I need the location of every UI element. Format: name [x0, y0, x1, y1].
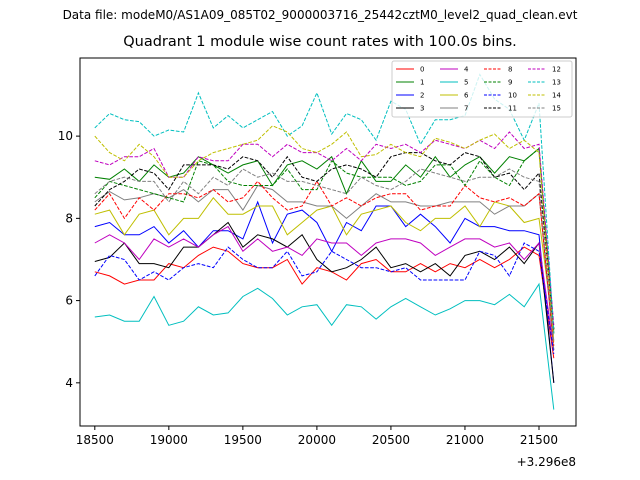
series-line-1 — [94, 147, 555, 334]
series-line-6 — [94, 197, 555, 334]
legend-label-11: 11 — [508, 105, 517, 113]
series-line-14 — [94, 125, 555, 342]
chart-title: Quadrant 1 module wise count rates with … — [123, 34, 517, 50]
x-tick-label: 18500 — [76, 433, 114, 447]
legend-label-0: 0 — [420, 66, 424, 74]
series-line-13 — [94, 73, 555, 334]
y-tick-label: 4 — [65, 376, 73, 390]
legend-label-15: 15 — [552, 105, 561, 113]
legend-label-10: 10 — [508, 92, 517, 100]
legend-label-5: 5 — [464, 79, 468, 87]
y-axis: 4 6 8 10 — [58, 129, 80, 390]
legend-box — [391, 60, 573, 118]
series-line-5 — [94, 282, 555, 410]
series-line-7 — [94, 184, 555, 350]
x-tick-label: 20500 — [372, 433, 410, 447]
axes-frame — [79, 57, 577, 427]
legend-label-14: 14 — [552, 92, 561, 100]
series-line-11 — [94, 152, 555, 330]
legend-label-9: 9 — [508, 79, 512, 87]
legend-label-13: 13 — [552, 79, 561, 87]
series-line-9 — [94, 147, 555, 330]
legend-label-1: 1 — [420, 79, 424, 87]
y-tick-label: 8 — [65, 211, 73, 225]
x-axis: 18500 19000 19500 20000 20500 21000 21500 — [76, 426, 558, 447]
series-line-2 — [94, 200, 555, 383]
x-tick-label: 21000 — [446, 433, 484, 447]
series-line-12 — [94, 131, 555, 326]
legend-label-4: 4 — [464, 66, 469, 74]
series-line-8 — [94, 180, 555, 346]
series-line-3 — [94, 221, 555, 383]
data-file-label: Data file: modeM0/AS1A09_085T02_90000037… — [62, 8, 578, 22]
series-layer — [94, 73, 555, 410]
legend-label-12: 12 — [552, 66, 561, 74]
legend-label-2: 2 — [420, 92, 424, 100]
series-line-15 — [94, 168, 555, 342]
legend-label-3: 3 — [420, 105, 424, 113]
x-tick-label: 19000 — [150, 433, 188, 447]
x-offset-label: +3.296e8 — [517, 455, 576, 469]
x-tick-label: 19500 — [224, 433, 262, 447]
series-line-4 — [94, 225, 555, 350]
y-tick-label: 10 — [58, 129, 73, 143]
legend-label-8: 8 — [508, 66, 512, 74]
legend-label-6: 6 — [464, 92, 469, 100]
x-tick-label: 20000 — [298, 433, 336, 447]
y-tick-label: 6 — [65, 294, 73, 308]
legend-label-7: 7 — [464, 105, 468, 113]
x-tick-label: 21500 — [520, 433, 558, 447]
series-line-10 — [94, 242, 555, 355]
series-line-0 — [94, 246, 555, 359]
